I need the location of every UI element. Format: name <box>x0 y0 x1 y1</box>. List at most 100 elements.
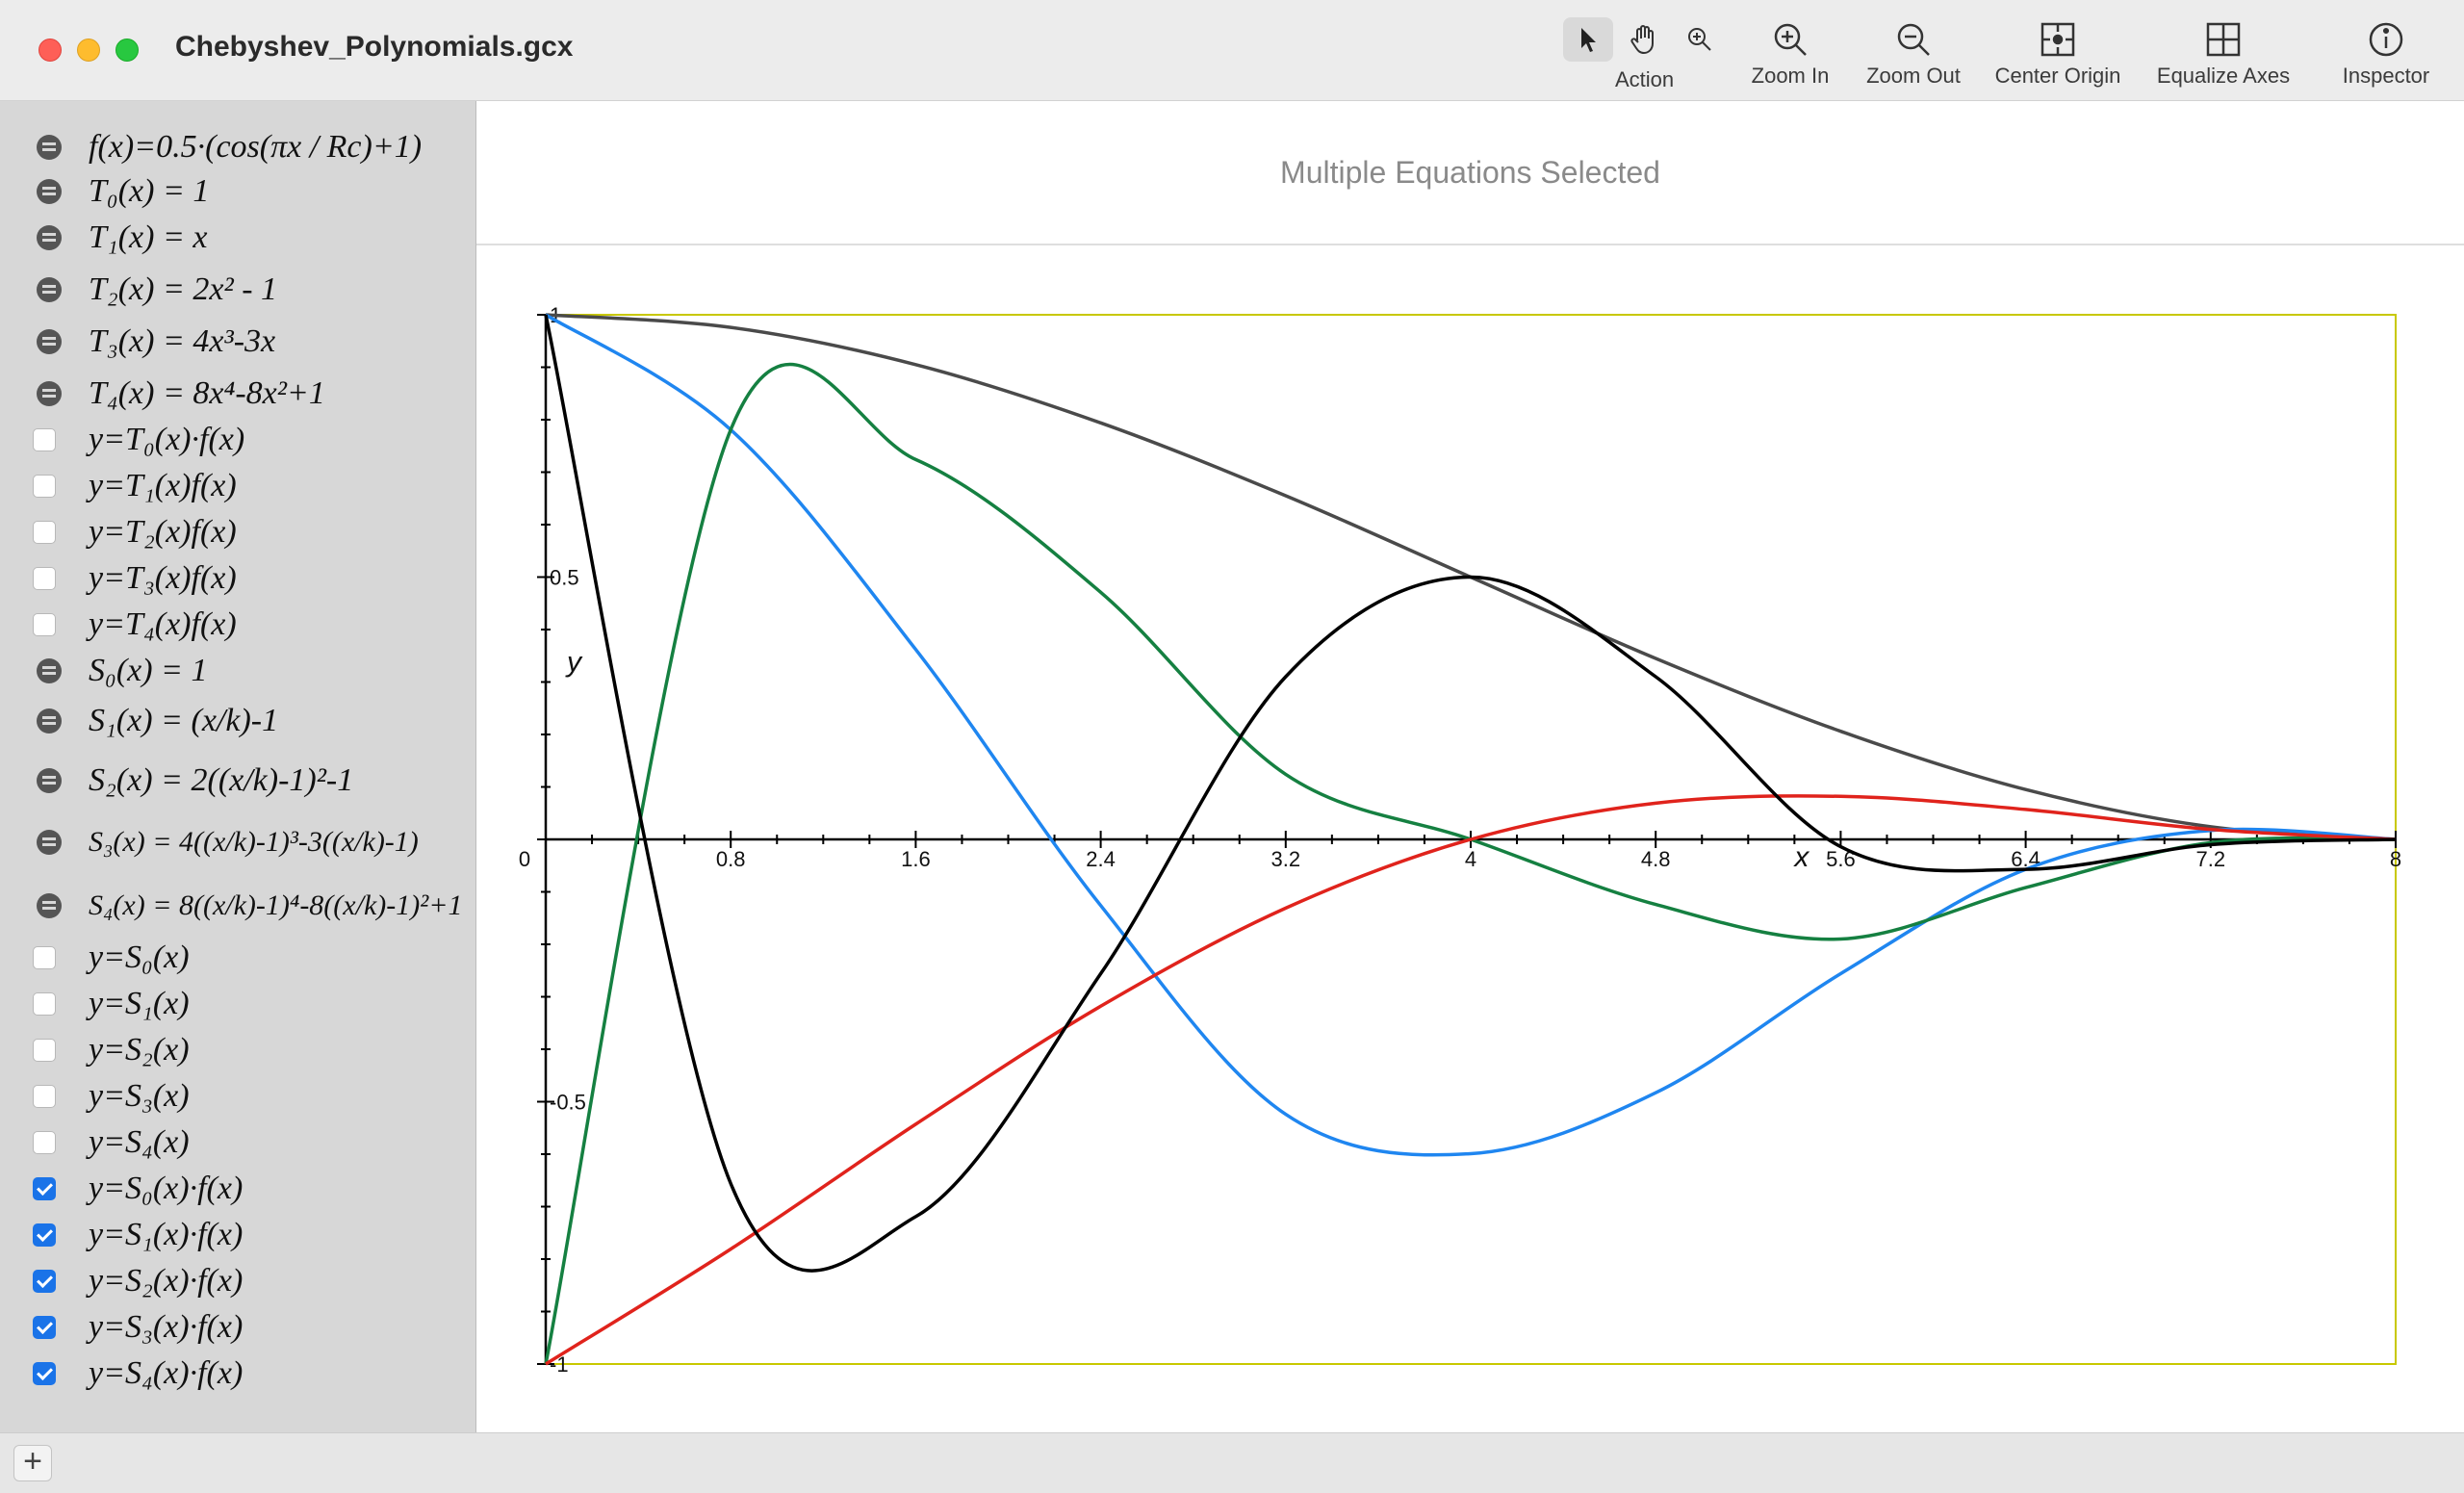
equation-row[interactable]: S₄(x) = 8((x/k)-1)⁴-8((x/k)-1)²+1 <box>0 885 475 927</box>
curve-series-1 <box>545 313 2397 1157</box>
visibility-checkbox[interactable] <box>33 992 56 1016</box>
equation-row[interactable]: y=S₁(x)·f(x) <box>0 1214 475 1256</box>
add-equation-button[interactable]: + <box>13 1445 52 1481</box>
equation-row[interactable]: S₀(x) = 1 <box>0 650 475 692</box>
remove-equation-button[interactable] <box>35 766 64 795</box>
visibility-checkbox[interactable] <box>33 1362 56 1385</box>
equation-row[interactable]: y=T₁(x)f(x) <box>0 465 475 507</box>
equation-text: y=S₀(x) <box>89 940 190 975</box>
zoom-out-button[interactable]: Zoom Out <box>1858 15 1969 92</box>
remove-equation-button[interactable] <box>35 275 64 304</box>
hand-icon <box>1630 25 1654 55</box>
equation-row[interactable]: y=S₀(x) <box>0 937 475 979</box>
minus-circle-icon <box>37 830 62 855</box>
hand-tool-button[interactable] <box>1619 17 1669 62</box>
remove-equation-button[interactable] <box>35 223 64 252</box>
remove-equation-button[interactable] <box>35 828 64 857</box>
minus-circle-icon <box>37 658 62 683</box>
equation-row[interactable]: y=T₃(x)f(x) <box>0 557 475 600</box>
zoom-in-icon <box>1774 23 1807 56</box>
equation-row[interactable]: T₁(x) = x <box>0 217 475 259</box>
visibility-checkbox[interactable] <box>33 1223 56 1247</box>
equation-row[interactable]: y=S₃(x) <box>0 1075 475 1118</box>
equation-inspector-header: Multiple Equations Selected <box>476 101 2464 245</box>
visibility-checkbox[interactable] <box>33 567 56 590</box>
remove-equation-button[interactable] <box>35 379 64 408</box>
graph-canvas[interactable]: 0 0.8 1.6 2.4 3.2 4 4.8 5.6 6.4 7.2 8 1 0.5 -0.5 -1 x y <box>476 245 2464 1432</box>
equalize-axes-button[interactable]: Equalize Axes <box>2150 15 2297 92</box>
x-tick-label: 2.4 <box>1086 847 1116 871</box>
remove-equation-button[interactable] <box>35 133 64 162</box>
equation-text: T₀(x) = 1 <box>89 173 210 209</box>
graph-svg[interactable]: 0 0.8 1.6 2.4 3.2 4 4.8 5.6 6.4 7.2 810.5-0.5-1xy <box>476 245 2464 1432</box>
visibility-checkbox[interactable] <box>33 946 56 969</box>
visibility-checkbox[interactable] <box>33 1270 56 1293</box>
x-tick-label: 3.2 <box>1271 847 1301 871</box>
visibility-checkbox[interactable] <box>33 1085 56 1108</box>
pointer-tool-button[interactable] <box>1563 17 1613 62</box>
x-tick-label: 4 <box>1465 847 1476 871</box>
equation-text: y=T₀(x)·f(x) <box>89 422 245 457</box>
minus-circle-icon <box>37 381 62 406</box>
x-axis-label: x <box>1792 841 1810 873</box>
equation-row[interactable]: y=S₁(x) <box>0 983 475 1025</box>
zoom-in-button[interactable]: Zoom In <box>1742 15 1838 92</box>
equation-row[interactable]: y=S₂(x)·f(x) <box>0 1260 475 1302</box>
equation-row[interactable]: y=T₂(x)f(x) <box>0 511 475 553</box>
visibility-checkbox[interactable] <box>33 428 56 451</box>
equation-row[interactable]: y=T₀(x)·f(x) <box>0 419 475 461</box>
equation-text: y=S₄(x)·f(x) <box>89 1355 244 1391</box>
minus-circle-icon <box>37 768 62 793</box>
magnify-icon <box>1688 28 1711 51</box>
equation-row[interactable]: T₀(x) = 1 <box>0 170 475 213</box>
equation-row[interactable]: y=S₀(x)·f(x) <box>0 1168 475 1210</box>
equation-row[interactable]: y=S₄(x)·f(x) <box>0 1352 475 1395</box>
remove-equation-button[interactable] <box>35 891 64 920</box>
visibility-checkbox[interactable] <box>33 521 56 544</box>
equation-row[interactable]: S₃(x) = 4((x/k)-1)³-3((x/k)-1) <box>0 821 475 863</box>
action-label: Action <box>1615 67 1675 91</box>
equation-row[interactable]: T₃(x) = 4x³-3x <box>0 321 475 363</box>
inspector-button[interactable]: Inspector <box>2329 15 2443 92</box>
remove-equation-button[interactable] <box>35 327 64 356</box>
minus-circle-icon <box>37 893 62 918</box>
equalize-axes-label: Equalize Axes <box>2156 64 2291 88</box>
visibility-checkbox[interactable] <box>33 1039 56 1062</box>
remove-equation-button[interactable] <box>35 656 64 685</box>
minus-circle-icon <box>37 225 62 250</box>
curve-series-3 <box>545 794 2397 1366</box>
equation-text: y=S₁(x)·f(x) <box>89 1217 244 1252</box>
remove-equation-button[interactable] <box>35 177 64 206</box>
equation-row[interactable]: y=S₄(x) <box>0 1121 475 1164</box>
equation-row[interactable]: T₄(x) = 8x⁴-8x²+1 <box>0 373 475 415</box>
equation-row[interactable]: y=S₂(x) <box>0 1029 475 1071</box>
equation-text: y=S₄(x) <box>89 1124 190 1160</box>
visibility-checkbox[interactable] <box>33 1177 56 1200</box>
center-origin-button[interactable]: Center Origin <box>1985 15 2131 92</box>
y-axis-label: y <box>565 647 583 679</box>
equation-row[interactable]: y=T₄(x)f(x) <box>0 604 475 646</box>
visibility-checkbox[interactable] <box>33 1316 56 1339</box>
inspector-label: Inspector <box>2342 64 2430 88</box>
visibility-checkbox[interactable] <box>33 613 56 636</box>
equation-text: S₃(x) = 4((x/k)-1)³-3((x/k)-1) <box>89 826 419 858</box>
remove-equation-button[interactable] <box>35 707 64 735</box>
y-tick-label: 0.5 <box>550 566 579 590</box>
equation-row[interactable]: S₂(x) = 2((x/k)-1)²-1 <box>0 759 475 802</box>
equation-text: T₃(x) = 4x³-3x <box>89 323 276 359</box>
equation-row[interactable]: S₁(x) = (x/k)-1 <box>0 700 475 742</box>
equation-text: y=S₃(x)·f(x) <box>89 1309 244 1345</box>
minus-circle-icon <box>37 135 62 160</box>
pointer-icon <box>1581 28 1596 52</box>
equation-row[interactable]: f(x)=0.5·(cos(πx / Rc)+1) <box>0 126 475 168</box>
equation-row[interactable]: y=S₃(x)·f(x) <box>0 1306 475 1349</box>
visibility-checkbox[interactable] <box>33 475 56 498</box>
magnify-tool-button[interactable] <box>1675 17 1725 62</box>
close-window-button[interactable] <box>38 39 62 62</box>
equation-text: S₀(x) = 1 <box>89 653 208 688</box>
visibility-checkbox[interactable] <box>33 1131 56 1154</box>
zoom-window-button[interactable] <box>116 39 139 62</box>
minimize-window-button[interactable] <box>77 39 100 62</box>
action-segmented-control[interactable] <box>1563 17 1725 62</box>
equation-row[interactable]: T₂(x) = 2x² - 1 <box>0 269 475 311</box>
